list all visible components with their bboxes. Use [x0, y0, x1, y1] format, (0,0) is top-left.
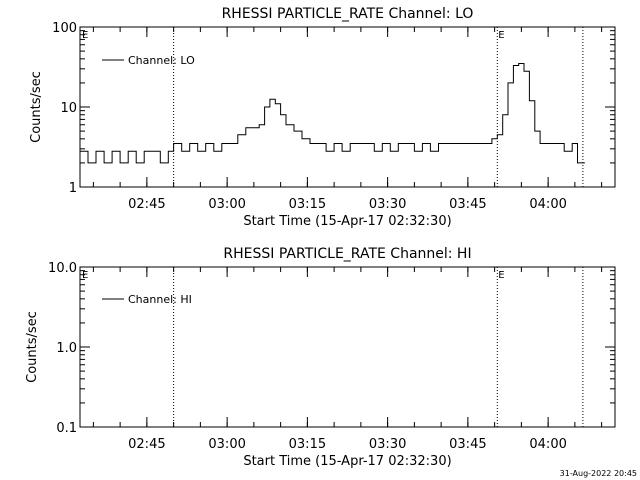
chart-title: RHESSI PARTICLE_RATE Channel: HI: [223, 246, 471, 262]
x-tick-label: 02:45: [128, 197, 165, 212]
event-line-label: E: [498, 270, 504, 281]
corner-label: E: [82, 30, 88, 41]
plot-frame: [79, 266, 616, 428]
x-axis-label: Start Time (15-Apr-17 02:32:30): [243, 214, 451, 229]
y-tick-label: 1.0: [56, 341, 77, 356]
event-line-label: E: [498, 30, 504, 41]
x-tick-label: 03:15: [289, 197, 326, 212]
x-tick-label: 02:45: [128, 437, 165, 452]
x-tick-label: 04:00: [529, 197, 566, 212]
x-tick-label: 03:45: [449, 197, 486, 212]
x-tick-label: 03:30: [369, 197, 406, 212]
chart-panel-2: RHESSI PARTICLE_RATE Channel: HI Start Ti…: [25, 246, 616, 469]
x-tick-label: 03:00: [208, 197, 245, 212]
series-line: [80, 63, 585, 164]
x-tick-label: 03:30: [369, 437, 406, 452]
x-tick-label: 04:00: [529, 437, 566, 452]
x-tick-label: 03:00: [208, 437, 245, 452]
legend-label: Channel: LO: [128, 54, 195, 67]
chart-panel-1: RHESSI PARTICLE_RATE Channel: LO Start Ti…: [29, 6, 616, 229]
y-tick-label: 1: [69, 181, 77, 196]
y-tick-label: 10: [60, 101, 77, 116]
x-tick-label: 03:45: [449, 437, 486, 452]
y-tick-label: 10.0: [48, 261, 77, 276]
legend-label: Channel: HI: [128, 293, 192, 306]
y-tick-label: 0.1: [56, 421, 77, 436]
x-tick-label: 03:15: [289, 437, 326, 452]
y-tick-label: 100: [52, 21, 77, 36]
y-axis-label: Counts/sec: [25, 311, 40, 383]
chart-title: RHESSI PARTICLE_RATE Channel: LO: [222, 6, 474, 22]
y-axis-label: Counts/sec: [29, 71, 44, 143]
corner-label: E: [82, 270, 88, 281]
generation-timestamp: 31-Aug-2022 20:45: [560, 469, 637, 478]
x-axis-label: Start Time (15-Apr-17 02:32:30): [243, 454, 451, 469]
